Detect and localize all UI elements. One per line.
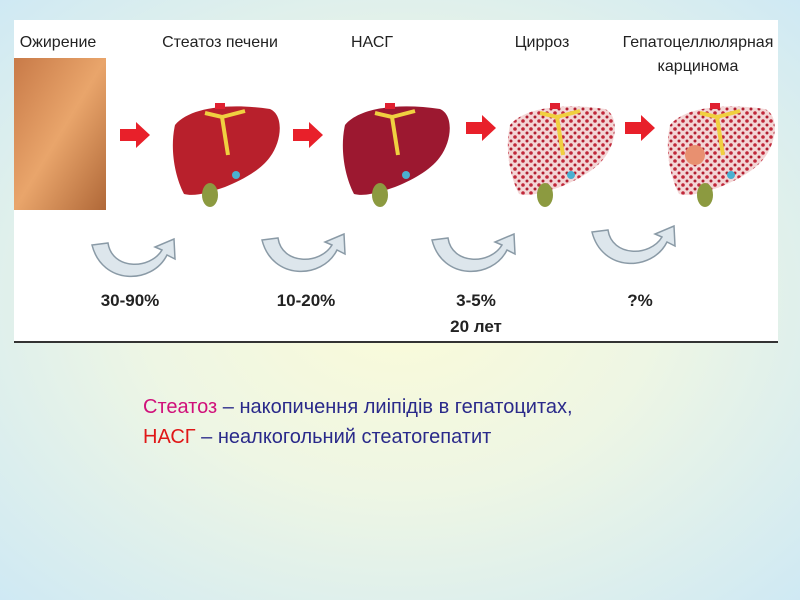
- liver-carcinoma: [667, 101, 775, 209]
- term: НАСГ: [143, 426, 196, 448]
- transition-label: 10-20%: [277, 291, 336, 310]
- stage-label: Цирроз: [515, 34, 570, 51]
- transition-label: 30-90%: [101, 291, 160, 310]
- caption: Стеатоз – накопичення лиіпідів в гепатоц…: [143, 392, 603, 452]
- stage-label: Стеатоз печени: [162, 34, 278, 51]
- transition-label: 3-5%: [456, 291, 496, 310]
- stage-label: Гепатоцеллюлярная: [623, 34, 774, 51]
- transition-label: 20 лет: [450, 317, 502, 336]
- obesity-photo: [14, 58, 106, 210]
- term: Стеатоз: [143, 396, 218, 418]
- caption-text: – накопичення лиіпідів в гепатоцитах,: [217, 396, 573, 418]
- transition-label: ?%: [627, 291, 653, 310]
- stage-label: Ожирение: [20, 34, 97, 51]
- stage-label: НАСГ: [351, 34, 393, 51]
- stage-label: карцинома: [658, 58, 739, 75]
- caption-text: – неалкогольний стеатогепатит: [195, 426, 492, 448]
- labels: Ожирение Стеатоз печени НАСГ Цирроз Гепатоце…: [20, 34, 774, 336]
